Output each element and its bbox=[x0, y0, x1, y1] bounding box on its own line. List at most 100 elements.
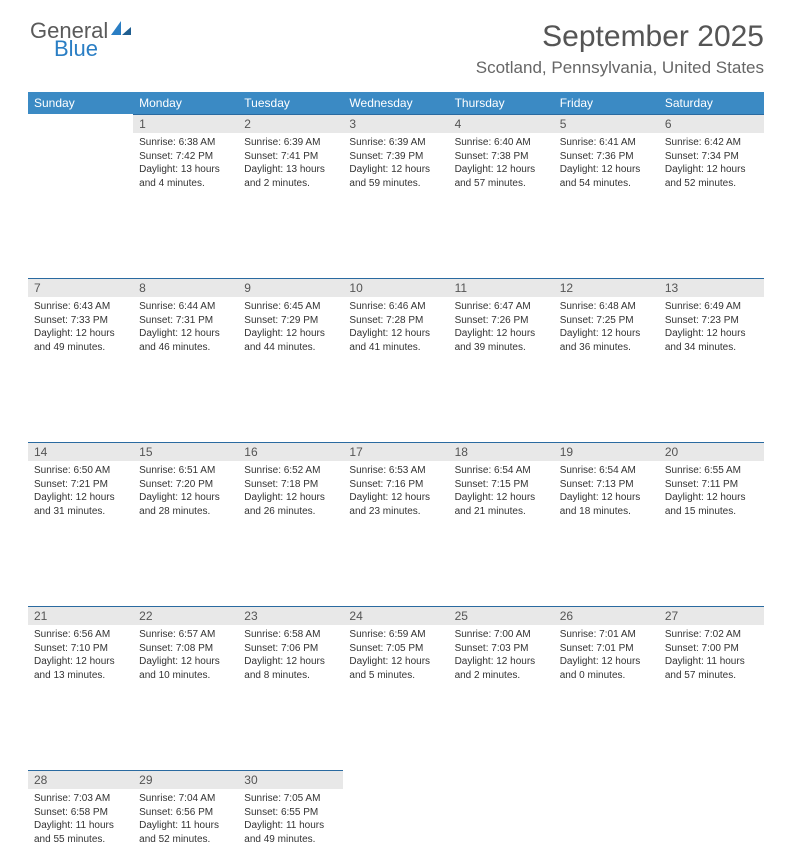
calendar-day-cell: 23Sunrise: 6:58 AMSunset: 7:06 PMDayligh… bbox=[238, 606, 343, 688]
day-body: Sunrise: 6:55 AMSunset: 7:11 PMDaylight:… bbox=[659, 461, 764, 524]
daylight-text: Daylight: 12 hours and 8 minutes. bbox=[244, 655, 337, 682]
calendar-day-cell bbox=[554, 770, 659, 852]
day-body: Sunrise: 6:52 AMSunset: 7:18 PMDaylight:… bbox=[238, 461, 343, 524]
daylight-text: Daylight: 12 hours and 21 minutes. bbox=[455, 491, 548, 518]
calendar-day-cell: 17Sunrise: 6:53 AMSunset: 7:16 PMDayligh… bbox=[343, 442, 448, 524]
day-body: Sunrise: 6:45 AMSunset: 7:29 PMDaylight:… bbox=[238, 297, 343, 360]
day-number: 14 bbox=[28, 442, 133, 461]
sunrise-text: Sunrise: 7:05 AM bbox=[244, 792, 337, 806]
sunrise-text: Sunrise: 6:41 AM bbox=[560, 136, 653, 150]
calendar-day-cell: 5Sunrise: 6:41 AMSunset: 7:36 PMDaylight… bbox=[554, 114, 659, 196]
day-number: 8 bbox=[133, 278, 238, 297]
daylight-text: Daylight: 12 hours and 10 minutes. bbox=[139, 655, 232, 682]
day-body: Sunrise: 6:46 AMSunset: 7:28 PMDaylight:… bbox=[343, 297, 448, 360]
calendar-day-cell bbox=[28, 114, 133, 196]
day-number: 19 bbox=[554, 442, 659, 461]
calendar-day-cell: 4Sunrise: 6:40 AMSunset: 7:38 PMDaylight… bbox=[449, 114, 554, 196]
calendar-day-cell: 28Sunrise: 7:03 AMSunset: 6:58 PMDayligh… bbox=[28, 770, 133, 852]
month-title: September 2025 bbox=[476, 20, 764, 54]
sunrise-text: Sunrise: 6:44 AM bbox=[139, 300, 232, 314]
header: General Blue September 2025 Scotland, Pe… bbox=[28, 20, 764, 78]
calendar-week-row: 14Sunrise: 6:50 AMSunset: 7:21 PMDayligh… bbox=[28, 442, 764, 524]
sunrise-text: Sunrise: 6:48 AM bbox=[560, 300, 653, 314]
daylight-text: Daylight: 11 hours and 49 minutes. bbox=[244, 819, 337, 846]
day-body: Sunrise: 7:00 AMSunset: 7:03 PMDaylight:… bbox=[449, 625, 554, 688]
sunset-text: Sunset: 7:23 PM bbox=[665, 314, 758, 328]
calendar-day-cell: 22Sunrise: 6:57 AMSunset: 7:08 PMDayligh… bbox=[133, 606, 238, 688]
day-number: 28 bbox=[28, 770, 133, 789]
weekday-header: Sunday bbox=[28, 92, 133, 114]
sunset-text: Sunset: 7:25 PM bbox=[560, 314, 653, 328]
day-number: 11 bbox=[449, 278, 554, 297]
day-number: 12 bbox=[554, 278, 659, 297]
day-body: Sunrise: 6:49 AMSunset: 7:23 PMDaylight:… bbox=[659, 297, 764, 360]
day-number: 5 bbox=[554, 114, 659, 133]
calendar-day-cell: 26Sunrise: 7:01 AMSunset: 7:01 PMDayligh… bbox=[554, 606, 659, 688]
sunrise-text: Sunrise: 6:54 AM bbox=[455, 464, 548, 478]
calendar-day-cell: 6Sunrise: 6:42 AMSunset: 7:34 PMDaylight… bbox=[659, 114, 764, 196]
daylight-text: Daylight: 12 hours and 5 minutes. bbox=[349, 655, 442, 682]
day-number: 15 bbox=[133, 442, 238, 461]
calendar-day-cell: 30Sunrise: 7:05 AMSunset: 6:55 PMDayligh… bbox=[238, 770, 343, 852]
calendar-day-cell: 12 Sunrise: 6:48 AMSunset: 7:25 PMDayligh… bbox=[554, 278, 659, 360]
row-spacer bbox=[28, 688, 764, 770]
day-number: 10 bbox=[343, 278, 448, 297]
day-number: 29 bbox=[133, 770, 238, 789]
day-body: Sunrise: 6:42 AMSunset: 7:34 PMDaylight:… bbox=[659, 133, 764, 196]
sunrise-text: Sunrise: 6:54 AM bbox=[560, 464, 653, 478]
calendar-week-row: 21Sunrise: 6:56 AMSunset: 7:10 PMDayligh… bbox=[28, 606, 764, 688]
day-number: 18 bbox=[449, 442, 554, 461]
daylight-text: Daylight: 12 hours and 18 minutes. bbox=[560, 491, 653, 518]
day-number: 20 bbox=[659, 442, 764, 461]
sunrise-text: Sunrise: 7:04 AM bbox=[139, 792, 232, 806]
day-body: Sunrise: 6:50 AMSunset: 7:21 PMDaylight:… bbox=[28, 461, 133, 524]
weekday-header: Friday bbox=[554, 92, 659, 114]
daylight-text: Daylight: 12 hours and 28 minutes. bbox=[139, 491, 232, 518]
calendar-week-row: 7Sunrise: 6:43 AMSunset: 7:33 PMDaylight… bbox=[28, 278, 764, 360]
brand-logo: General Blue bbox=[28, 20, 132, 60]
day-body: Sunrise: 7:03 AMSunset: 6:58 PMDaylight:… bbox=[28, 789, 133, 852]
calendar-day-cell bbox=[449, 770, 554, 852]
daylight-text: Daylight: 11 hours and 55 minutes. bbox=[34, 819, 127, 846]
day-body: Sunrise: 6:53 AMSunset: 7:16 PMDaylight:… bbox=[343, 461, 448, 524]
day-body: Sunrise: 6:38 AMSunset: 7:42 PMDaylight:… bbox=[133, 133, 238, 196]
sunrise-text: Sunrise: 7:01 AM bbox=[560, 628, 653, 642]
calendar-day-cell bbox=[343, 770, 448, 852]
day-number: 1 bbox=[133, 114, 238, 133]
daylight-text: Daylight: 12 hours and 59 minutes. bbox=[349, 163, 442, 190]
calendar-day-cell: 21Sunrise: 6:56 AMSunset: 7:10 PMDayligh… bbox=[28, 606, 133, 688]
sunset-text: Sunset: 7:29 PM bbox=[244, 314, 337, 328]
day-body: Sunrise: 6:51 AMSunset: 7:20 PMDaylight:… bbox=[133, 461, 238, 524]
row-spacer bbox=[28, 524, 764, 606]
day-number: 24 bbox=[343, 606, 448, 625]
daylight-text: Daylight: 12 hours and 31 minutes. bbox=[34, 491, 127, 518]
day-number: 25 bbox=[449, 606, 554, 625]
sunset-text: Sunset: 7:42 PM bbox=[139, 150, 232, 164]
day-body: Sunrise: 7:05 AMSunset: 6:55 PMDaylight:… bbox=[238, 789, 343, 852]
sunset-text: Sunset: 7:20 PM bbox=[139, 478, 232, 492]
calendar-week-row: 1Sunrise: 6:38 AMSunset: 7:42 PMDaylight… bbox=[28, 114, 764, 196]
sunrise-text: Sunrise: 6:55 AM bbox=[665, 464, 758, 478]
daylight-text: Daylight: 12 hours and 36 minutes. bbox=[560, 327, 653, 354]
sunset-text: Sunset: 7:08 PM bbox=[139, 642, 232, 656]
sunrise-text: Sunrise: 6:49 AM bbox=[665, 300, 758, 314]
day-body: Sunrise: 6:40 AMSunset: 7:38 PMDaylight:… bbox=[449, 133, 554, 196]
calendar-day-cell: 27Sunrise: 7:02 AMSunset: 7:00 PMDayligh… bbox=[659, 606, 764, 688]
day-number: 6 bbox=[659, 114, 764, 133]
calendar-day-cell: 7Sunrise: 6:43 AMSunset: 7:33 PMDaylight… bbox=[28, 278, 133, 360]
sunset-text: Sunset: 7:15 PM bbox=[455, 478, 548, 492]
daylight-text: Daylight: 11 hours and 57 minutes. bbox=[665, 655, 758, 682]
sunrise-text: Sunrise: 6:43 AM bbox=[34, 300, 127, 314]
day-body: Sunrise: 7:01 AMSunset: 7:01 PMDaylight:… bbox=[554, 625, 659, 688]
day-body: Sunrise: 6:39 AMSunset: 7:39 PMDaylight:… bbox=[343, 133, 448, 196]
title-block: September 2025 Scotland, Pennsylvania, U… bbox=[476, 20, 764, 78]
calendar-day-cell: 2Sunrise: 6:39 AMSunset: 7:41 PMDaylight… bbox=[238, 114, 343, 196]
sunrise-text: Sunrise: 6:45 AM bbox=[244, 300, 337, 314]
daylight-text: Daylight: 12 hours and 26 minutes. bbox=[244, 491, 337, 518]
day-body: Sunrise: 7:02 AMSunset: 7:00 PMDaylight:… bbox=[659, 625, 764, 688]
daylight-text: Daylight: 12 hours and 54 minutes. bbox=[560, 163, 653, 190]
sunset-text: Sunset: 7:34 PM bbox=[665, 150, 758, 164]
sunrise-text: Sunrise: 6:52 AM bbox=[244, 464, 337, 478]
sunrise-text: Sunrise: 7:02 AM bbox=[665, 628, 758, 642]
daylight-text: Daylight: 12 hours and 41 minutes. bbox=[349, 327, 442, 354]
